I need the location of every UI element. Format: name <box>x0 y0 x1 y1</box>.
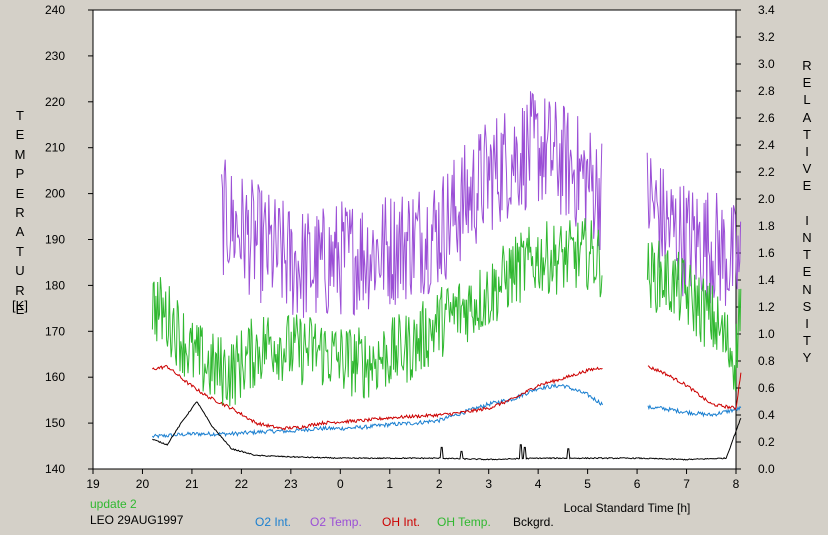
axis-label-letter: U <box>15 263 25 279</box>
y-right-tick-label: 2.2 <box>758 165 775 179</box>
axis-label-letter: V <box>802 161 812 177</box>
y-right-tick-label: 3.2 <box>758 30 775 44</box>
legend-entry: OH Temp. <box>437 515 491 529</box>
axis-label-letter: E <box>802 264 812 280</box>
x-tick-label: 1 <box>386 477 393 491</box>
y-right-tick-label: 1.0 <box>758 327 775 341</box>
series-line-oh-temp <box>151 218 603 406</box>
y-left-tick-label: 220 <box>45 95 65 109</box>
y-right-tick-label: 2.0 <box>758 192 775 206</box>
x-tick-label: 2 <box>436 477 443 491</box>
x-tick-label: 6 <box>634 477 641 491</box>
axis-label-letter: T <box>803 333 811 349</box>
axis-label-letter: I <box>805 316 809 331</box>
axis-label-letter: E <box>15 185 25 201</box>
axis-label-letter: A <box>802 109 812 125</box>
axis-label-letter: L <box>803 92 811 108</box>
series-line-oh-temp <box>646 240 742 392</box>
axis-label-letter: M <box>14 146 26 162</box>
axis-label-letter: Y <box>802 350 812 366</box>
left-axis-unit: [K] <box>12 298 28 313</box>
x-tick-label: 0 <box>337 477 344 491</box>
axis-label-letter: E <box>15 127 25 143</box>
series-line-oh-int <box>647 365 742 411</box>
axis-label-letter: S <box>802 298 812 314</box>
series-line-o2-int <box>151 382 603 439</box>
y-left-tick-label: 170 <box>45 324 65 338</box>
axis-label-letter: N <box>802 281 812 297</box>
x-tick-label: 21 <box>185 477 199 491</box>
axis-label-letter: R <box>15 205 25 220</box>
x-tick-label: 19 <box>86 477 100 491</box>
x-tick-label: 7 <box>683 477 690 491</box>
y-left-tick-label: 180 <box>45 278 65 292</box>
axis-label-letter: T <box>16 108 24 123</box>
axis-label-letter: I <box>805 212 809 228</box>
y-left-tick-label: 200 <box>45 187 65 201</box>
y-left-tick-label: 190 <box>45 233 65 247</box>
series-line-bckgrd <box>152 401 742 461</box>
y-right-tick-label: 2.8 <box>758 84 775 98</box>
x-tick-label: 23 <box>284 477 298 491</box>
y-left-tick-label: 210 <box>45 141 65 155</box>
y-right-tick-label: 2.6 <box>758 111 775 125</box>
series-line-o2-temp <box>221 91 603 318</box>
x-tick-label: 20 <box>136 477 150 491</box>
series-line-oh-int <box>152 364 603 431</box>
footer-date-label: LEO 29AUG1997 <box>90 513 184 527</box>
y-left-tick-label: 230 <box>45 49 65 63</box>
axis-label-letter: R <box>15 282 25 298</box>
series-line-o2-int <box>647 404 742 418</box>
axis-label-letter: T <box>16 243 24 259</box>
legend-entry: O2 Int. <box>255 515 291 529</box>
y-right-tick-label: 0.8 <box>758 354 775 368</box>
y-left-tick-label: 140 <box>45 462 65 476</box>
y-right-tick-label: 3.4 <box>758 3 775 17</box>
axis-label-letter: I <box>805 144 809 159</box>
y-right-tick-label: 0.2 <box>758 435 775 449</box>
legend-entry: O2 Temp. <box>310 515 362 529</box>
x-tick-label: 22 <box>235 477 249 491</box>
x-tick-label: 4 <box>535 477 542 491</box>
axis-label-letter: T <box>803 247 811 263</box>
x-tick-label: 5 <box>584 477 591 491</box>
y-right-tick-label: 1.2 <box>758 300 775 314</box>
x-tick-label: 3 <box>485 477 492 491</box>
y-left-tick-label: 160 <box>45 370 65 384</box>
y-right-tick-label: 1.6 <box>758 246 775 260</box>
y-right-tick-label: 3.0 <box>758 57 775 71</box>
y-right-tick-label: 2.4 <box>758 138 775 152</box>
x-tick-label: 8 <box>733 477 740 491</box>
axis-label-letter: P <box>15 166 25 182</box>
y-right-tick-label: 0.6 <box>758 381 775 395</box>
y-left-tick-label: 240 <box>45 3 65 17</box>
y-right-tick-label: 1.4 <box>758 273 775 287</box>
y-right-tick-label: 0.4 <box>758 408 775 422</box>
axis-label-letter: R <box>802 58 812 73</box>
legend-entry: OH Int. <box>382 515 420 529</box>
axis-label-letter: E <box>802 178 812 194</box>
footer-update-label: update 2 <box>90 497 137 511</box>
series-line-o2-temp <box>646 152 742 306</box>
axis-label-letter: E <box>802 75 812 91</box>
legend-entry: Bckgrd. <box>513 515 554 529</box>
axis-label-letter: T <box>803 126 811 142</box>
axis-label-letter: E <box>15 302 25 317</box>
y-left-tick-label: 150 <box>45 416 65 430</box>
x-axis-label: Local Standard Time [h] <box>564 501 691 515</box>
axis-label-letter: N <box>802 230 812 245</box>
axis-label-letter: A <box>15 224 25 240</box>
y-right-tick-label: 0.0 <box>758 462 775 476</box>
y-right-tick-label: 1.8 <box>758 219 775 233</box>
